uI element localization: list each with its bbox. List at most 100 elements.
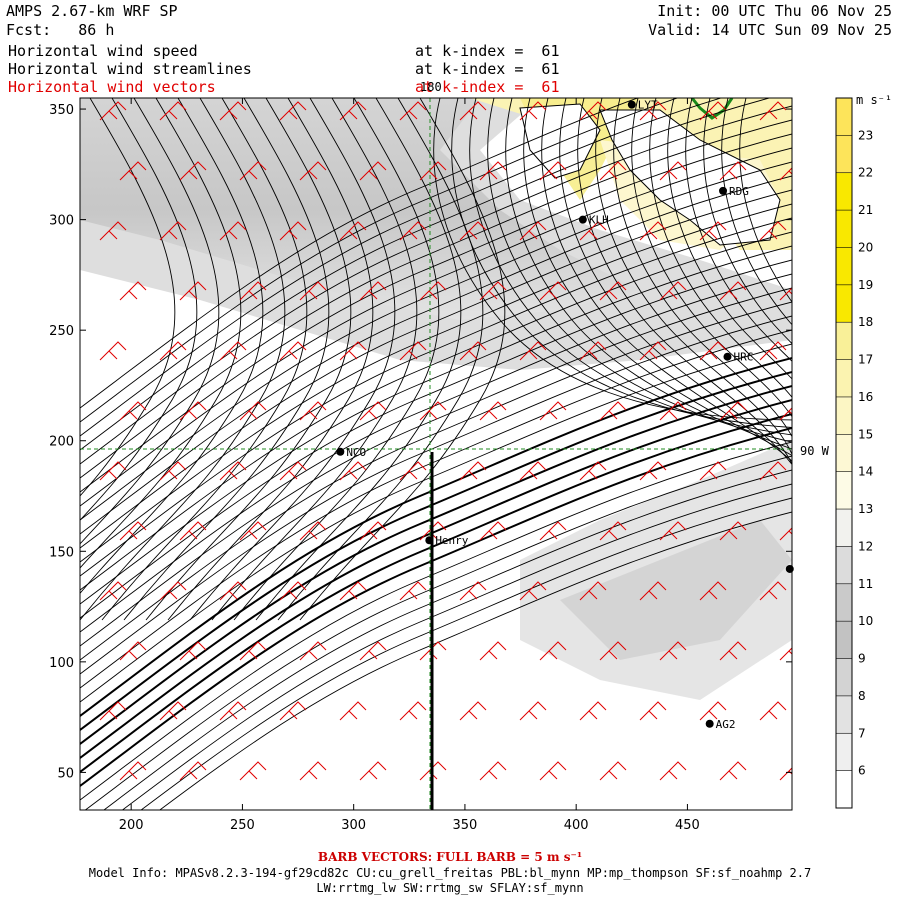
- colorbar-label: 22: [858, 166, 873, 180]
- colorbar-label: 16: [858, 390, 873, 404]
- colorbar-swatch: [836, 695, 852, 734]
- wind-barb: [159, 341, 187, 361]
- wind-barb: [279, 101, 307, 121]
- y-tick-label: 150: [49, 545, 74, 560]
- streamline: [80, 441, 792, 801]
- streamline: [667, 98, 792, 380]
- streamline: [80, 105, 792, 465]
- colorbar-swatch: [836, 509, 852, 547]
- wind-barb: [159, 701, 187, 721]
- colorbar-swatch: [836, 98, 852, 136]
- wind-barb: [759, 101, 787, 121]
- wind-barb: [179, 521, 207, 541]
- streamline: [80, 357, 792, 717]
- wind-barb: [699, 701, 727, 721]
- wind-barb: [759, 701, 787, 721]
- wind-barb: [699, 581, 727, 601]
- wind-barb: [479, 641, 507, 661]
- station-label: NCO: [346, 446, 366, 459]
- colorbar-label: 13: [858, 502, 873, 516]
- wind-barb: [159, 581, 187, 601]
- x-tick-label: 200: [119, 818, 144, 833]
- wind-barb: [539, 761, 567, 781]
- wind-barb: [179, 281, 207, 301]
- streamline: [80, 98, 723, 437]
- wind-barb: [759, 581, 787, 601]
- wind-barb: [539, 161, 567, 181]
- station-dot: [336, 447, 345, 456]
- streamline: [487, 98, 792, 443]
- wind-speed-shading: [80, 98, 792, 700]
- colorbar-swatch: [836, 621, 852, 660]
- wind-barb: [359, 761, 387, 781]
- wind-barb: [239, 281, 267, 301]
- streamline: [631, 98, 792, 418]
- colorbar-label: 18: [858, 315, 873, 329]
- wind-barb: [419, 161, 447, 181]
- wind-barb: [699, 101, 727, 121]
- station-dot: [785, 564, 794, 573]
- streamline: [101, 98, 308, 621]
- init-time: Init: 00 UTC Thu 06 Nov 25: [657, 2, 892, 20]
- streamline: [211, 98, 418, 621]
- streamline: [80, 175, 792, 535]
- model-title: AMPS 2.67-km WRF SP: [6, 2, 178, 20]
- wind-barb: [239, 161, 267, 181]
- wind-barb: [719, 401, 747, 421]
- streamline: [80, 98, 772, 451]
- colorbar-label: 6: [858, 764, 866, 778]
- wind-barb: [99, 101, 127, 121]
- wind-barb: [479, 761, 507, 781]
- wind-barb: [519, 701, 547, 721]
- colorbar-label: 17: [858, 353, 873, 367]
- wind-barb: [699, 341, 727, 361]
- y-tick-label: 100: [49, 656, 74, 671]
- colorbar-label: 21: [858, 203, 873, 217]
- wind-barb: [299, 161, 327, 181]
- streamline: [721, 98, 792, 326]
- wind-barbs: [99, 101, 792, 781]
- streamline: [277, 98, 484, 621]
- streamline: [739, 98, 792, 303]
- wind-barb: [659, 521, 687, 541]
- wind-barb: [639, 701, 667, 721]
- streamline: [80, 217, 792, 577]
- streamline: [145, 98, 352, 621]
- colorbar-swatch: [836, 210, 852, 248]
- wind-barb: [239, 641, 267, 661]
- wind-barb: [239, 761, 267, 781]
- station-dot: [705, 719, 714, 728]
- wind-barb: [539, 641, 567, 661]
- colorbar: 23 22 21 20 19 18 17 16 15 14 13 12 11 10 9 8 7 6: [835, 97, 873, 809]
- station-dot: [723, 352, 732, 361]
- streamline: [80, 245, 792, 605]
- wind-barb: [239, 401, 267, 421]
- wind-barb: [599, 761, 627, 781]
- station-dot: [719, 186, 728, 195]
- wind-barb: [579, 101, 607, 121]
- wind-barb: [279, 221, 307, 241]
- wind-barb: [699, 221, 727, 241]
- colorbar-label: 20: [858, 240, 873, 254]
- wind-barb: [459, 581, 487, 601]
- wind-barb: [219, 461, 247, 481]
- colorbar-swatch: [836, 359, 852, 398]
- station-label: AG2: [716, 718, 736, 731]
- wind-barb: [719, 761, 747, 781]
- wind-barb: [399, 461, 427, 481]
- plot-frame: [79, 97, 793, 811]
- y-tick-label: 300: [49, 214, 74, 229]
- streamline: [80, 98, 639, 409]
- parallel-label: 90 W: [800, 444, 830, 458]
- streamline: [80, 413, 792, 773]
- streamline: [80, 147, 792, 507]
- streamline: [80, 273, 792, 633]
- wind-barb: [519, 341, 547, 361]
- x-tick-label: 450: [675, 818, 700, 833]
- wind-barb: [479, 281, 507, 301]
- wind-barb: [459, 341, 487, 361]
- wind-barb: [339, 101, 367, 121]
- colorbar-label: 10: [858, 614, 873, 628]
- colorbar-swatch: [836, 546, 852, 585]
- station-label: RDG: [729, 185, 749, 198]
